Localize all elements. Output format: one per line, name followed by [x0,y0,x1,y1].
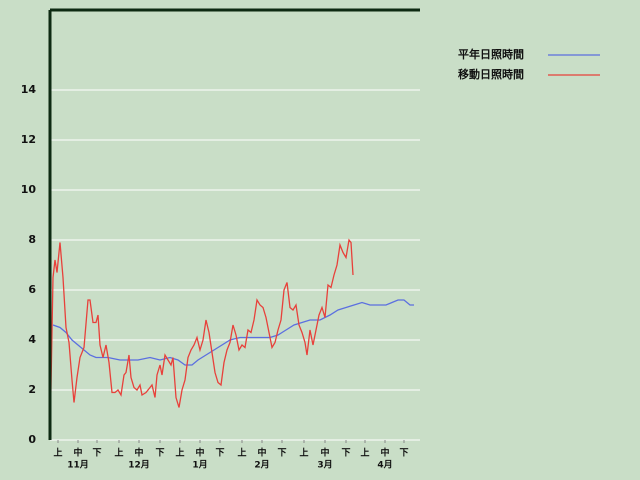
x-tick-label: 下 [341,448,350,459]
x-tick-label: 上 [53,447,62,459]
y-tick-label: 14 [21,83,37,96]
x-tick-label: 下 [92,448,101,459]
y-tick-label: 6 [28,283,36,296]
y-tick-label: 4 [28,333,36,346]
y-tick-label: 10 [21,183,37,196]
x-tick-label: 下 [277,448,286,459]
month-label: 11月 [67,460,89,471]
x-tick-label: 下 [399,448,408,459]
y-tick-label: 0 [28,433,36,446]
series-line [49,238,354,441]
series-line [52,299,414,366]
month-label: 3月 [317,460,332,471]
x-tick-label: 中 [134,447,143,459]
x-tick-label: 上 [299,447,308,459]
month-label: 12月 [128,460,150,471]
x-tick-label: 中 [257,447,266,459]
x-tick-label: 上 [175,447,184,459]
month-label: 2月 [254,460,269,471]
month-label: 4月 [377,460,392,471]
legend-label: 移動日照時間 [458,67,524,81]
x-tick-label: 下 [155,448,164,459]
x-tick-label: 中 [320,447,329,459]
x-tick-label: 上 [237,447,246,459]
y-tick-label: 12 [21,133,36,146]
x-tick-label: 下 [215,448,224,459]
x-tick-label: 中 [380,447,389,459]
x-tick-label: 上 [114,447,123,459]
month-label: 1月 [192,460,207,471]
x-tick-label: 上 [360,447,369,459]
x-tick-label: 中 [195,447,204,459]
legend-label: 平年日照時間 [458,47,524,61]
x-tick-label: 中 [73,447,82,459]
y-tick-label: 2 [28,383,36,396]
y-tick-label: 8 [28,233,36,246]
